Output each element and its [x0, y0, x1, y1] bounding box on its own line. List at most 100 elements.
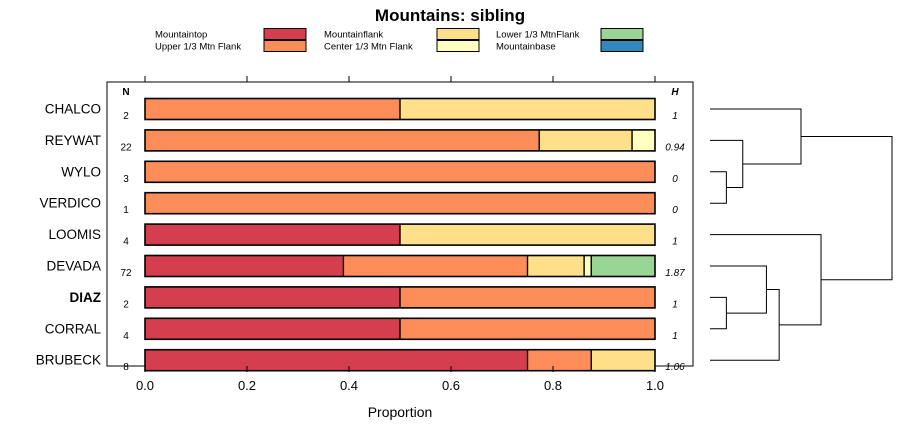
bar-outline-wylo	[144, 160, 656, 184]
dendrogram-link-0	[710, 171, 727, 204]
category-label-verdico: VERDICO	[39, 196, 101, 211]
bar-segment-chalco-upper-1-3-mtn-flank	[145, 98, 400, 120]
bar-segment-reywat-upper-1-3-mtn-flank	[145, 129, 540, 151]
chart-title: Mountains: sibling	[375, 6, 525, 25]
dendrogram-link-7	[801, 135, 893, 281]
bar-outline-devada	[144, 254, 656, 278]
category-label-devada: DEVADA	[46, 259, 101, 274]
bar-outline-verdico	[144, 191, 656, 215]
h-value-wylo: 0	[672, 174, 678, 185]
x-tick-label-2: 0.4	[340, 378, 358, 393]
category-label-corral: CORRAL	[45, 321, 102, 336]
bar-segment-corral-upper-1-3-mtn-flank	[400, 318, 655, 340]
bar-outline-diaz	[144, 286, 656, 309]
bar-outline-corral	[144, 317, 656, 341]
category-label-loomis: LOOMIS	[48, 227, 101, 242]
row-brubeck: BRUBECK 8 1.06	[36, 348, 685, 373]
n-column-header: N	[122, 87, 129, 98]
category-label-diaz: DIAZ	[70, 290, 102, 305]
legend-label-mountainflank: Mountainflank	[324, 30, 383, 41]
legend-swatch-mountainflank	[436, 28, 480, 40]
x-tick-label-1: 0.2	[238, 378, 256, 393]
h-value-devada: 1.87	[665, 268, 685, 279]
dendrogram	[710, 108, 893, 361]
legend-label-mountainbase: Mountainbase	[496, 42, 556, 53]
row-verdico: VERDICO 1 0	[39, 191, 678, 216]
h-value-chalco: 1	[672, 111, 678, 122]
legend-swatch-mountainbase	[600, 40, 644, 52]
bar-outline-loomis	[144, 223, 656, 246]
bar-segment-reywat-mountainflank	[539, 129, 633, 151]
bar-segment-devada-center-1-3-mtn-flank	[584, 255, 592, 277]
bar-segment-reywat-center-1-3-mtn-flank	[632, 129, 655, 151]
dendrogram-link-4	[710, 289, 780, 361]
n-value-corral: 4	[123, 331, 129, 342]
n-value-loomis: 4	[123, 237, 129, 248]
x-axis: 0.0 0.2 0.4 0.6 0.8 1.0	[136, 76, 664, 393]
bar-segment-brubeck-upper-1-3-mtn-flank	[527, 349, 592, 371]
bar-segment-devada-mountainflank	[527, 255, 585, 277]
h-value-brubeck: 1.06	[665, 362, 685, 373]
h-value-corral: 1	[672, 331, 678, 342]
row-chalco: CHALCO 2 1	[45, 97, 678, 122]
n-value-devada: 72	[120, 268, 132, 279]
bar-outline-reywat	[144, 129, 656, 152]
legend-label-upper-1-3-mtn-flank: Upper 1/3 Mtn Flank	[155, 42, 241, 53]
legend-label-lower-1-3-mtnflank: Lower 1/3 MtnFlank	[496, 30, 580, 41]
h-value-diaz: 1	[672, 299, 678, 310]
h-value-loomis: 1	[672, 237, 678, 248]
bar-segment-corral-mountaintop	[145, 318, 400, 340]
bar-segment-loomis-mountaintop	[145, 224, 400, 246]
bar-segment-verdico-upper-1-3-mtn-flank	[145, 192, 655, 214]
legend-swatch-lower-1-3-mtnflank	[600, 28, 644, 40]
bar-segment-devada-lower-1-3-mtnflank	[591, 255, 655, 277]
row-devada: DEVADA 72 1.87	[46, 254, 685, 279]
x-tick-label-0: 0.0	[136, 378, 154, 393]
x-tick-label-3: 0.6	[442, 378, 460, 393]
row-diaz: DIAZ 2 1	[70, 286, 678, 310]
bar-outline-brubeck	[144, 348, 656, 372]
bar-segment-devada-upper-1-3-mtn-flank	[343, 255, 528, 277]
bar-segment-devada-mountaintop	[145, 255, 344, 277]
legend-label-mountaintop: Mountaintop	[155, 30, 207, 41]
bar-segment-brubeck-mountaintop	[145, 349, 528, 371]
x-tick-label-5: 1.0	[646, 378, 664, 393]
n-value-brubeck: 8	[123, 362, 129, 373]
bar-rows: CHALCO 2 1 REYWAT 22 0.94 WYLO 3 0 VERDICO 1 0 LOOMI…	[36, 97, 685, 373]
bar-segment-brubeck-mountainflank	[591, 349, 655, 371]
row-wylo: WYLO 3 0	[61, 160, 678, 185]
bar-segment-diaz-upper-1-3-mtn-flank	[400, 286, 655, 308]
row-corral: CORRAL 4 1	[45, 317, 678, 342]
dendrogram-link-3	[710, 265, 767, 314]
h-column-header: H	[671, 87, 679, 98]
legend-swatch-upper-1-3-mtn-flank	[263, 40, 307, 52]
bar-segment-diaz-mountaintop	[145, 286, 400, 308]
bar-segment-loomis-mountainflank	[400, 224, 655, 246]
legend-label-center-1-3-mtn-flank: Center 1/3 Mtn Flank	[324, 42, 413, 53]
x-axis-label: Proportion	[368, 404, 433, 420]
h-value-reywat: 0.94	[665, 142, 685, 153]
category-label-reywat: REYWAT	[45, 133, 101, 148]
category-label-wylo: WYLO	[61, 164, 101, 179]
category-label-brubeck: BRUBECK	[36, 353, 101, 368]
dendrogram-link-1	[710, 296, 727, 330]
n-value-verdico: 1	[123, 205, 129, 216]
x-tick-label-4: 0.8	[544, 378, 562, 393]
row-loomis: LOOMIS 4 1	[48, 223, 678, 248]
n-value-reywat: 22	[120, 142, 132, 153]
n-value-diaz: 2	[123, 299, 129, 310]
bar-outline-chalco	[144, 97, 656, 121]
n-value-chalco: 2	[123, 111, 129, 122]
bar-segment-chalco-mountainflank	[400, 98, 655, 120]
h-value-verdico: 0	[672, 205, 678, 216]
n-value-wylo: 3	[123, 174, 129, 185]
row-reywat: REYWAT 22 0.94	[45, 129, 685, 153]
dendrogram-link-5	[710, 108, 802, 165]
category-label-chalco: CHALCO	[45, 102, 101, 117]
legend-swatch-mountaintop	[263, 28, 307, 40]
legend-swatch-center-1-3-mtn-flank	[436, 40, 480, 52]
bar-segment-wylo-upper-1-3-mtn-flank	[145, 161, 655, 183]
